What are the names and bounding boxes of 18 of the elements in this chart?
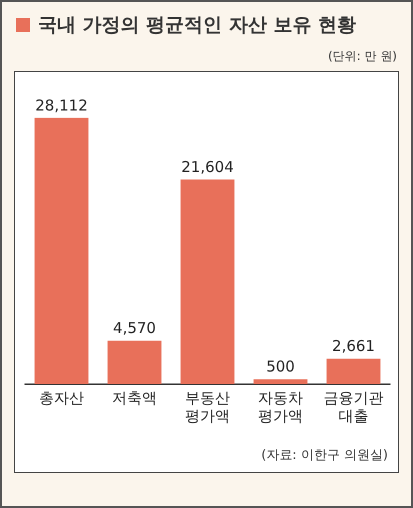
data-label: 500 (266, 358, 295, 376)
bar (34, 118, 88, 384)
x-tick-label: 총자산 (39, 388, 84, 407)
text: (자료: 이한구 의원실) (261, 447, 388, 464)
bar (254, 379, 308, 384)
data-label: 28,112 (35, 96, 88, 114)
x-tick-label: 부동산 평가액 (185, 388, 230, 425)
data-label: 21,604 (181, 158, 234, 176)
x-tick-label: 저축액 (112, 388, 157, 407)
bar (108, 340, 162, 384)
x-tick-label: 금융기관 대출 (324, 388, 384, 425)
data-label: 2,661 (332, 337, 375, 356)
bar (180, 179, 234, 384)
data-label: 4,570 (113, 319, 156, 338)
chart-title: 국내 가정의 평균적인 자산 보유 현황 (38, 13, 356, 38)
chart-subtitle: (단위: 만 원) (326, 48, 398, 65)
x-tick-label: 자동차 평가액 (258, 388, 303, 425)
bar (326, 358, 380, 384)
